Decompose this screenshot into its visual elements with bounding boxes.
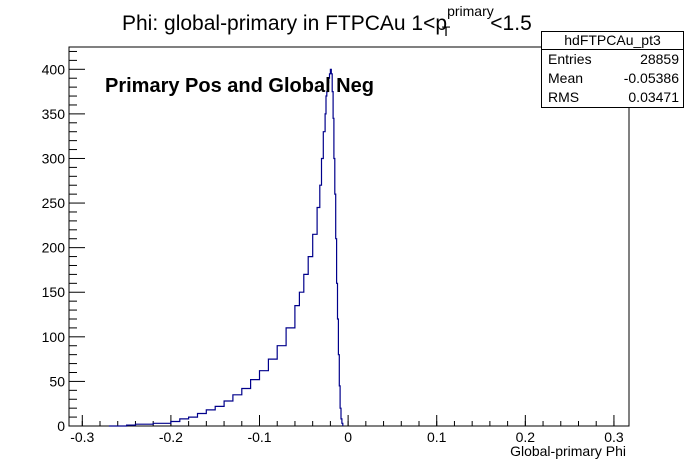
x-tick-label: -0.3 [70, 429, 94, 445]
stats-entries-value: 28859 [640, 51, 679, 67]
stats-box: hdFTPCAu_pt3 Entries 28859 Mean -0.05386… [541, 31, 684, 108]
x-tick-label: 0.1 [427, 429, 447, 445]
stats-rms-value: 0.03471 [628, 89, 679, 105]
axis-ticks [69, 50, 615, 427]
x-tick-label: 0.3 [604, 429, 624, 445]
x-tick-label: -0.2 [159, 429, 183, 445]
chart-title: Phi: global-primary in FTPCAu 1<pprimary… [122, 3, 532, 39]
title-subscript: T [441, 23, 451, 39]
y-tick-label: 200 [42, 240, 66, 256]
stats-rms-label: RMS [548, 89, 580, 105]
x-tick-label: -0.1 [247, 429, 271, 445]
title-tail: <1.5 [490, 12, 532, 35]
stats-row-entries: Entries 28859 [542, 50, 683, 69]
plot-frame [68, 46, 630, 427]
histogram-line [108, 68, 344, 427]
y-tick-label: 400 [42, 61, 66, 77]
stats-row-mean: Mean -0.05386 [542, 69, 683, 88]
stats-mean-value: -0.05386 [623, 70, 679, 86]
plot-annotation: Primary Pos and Global Neg [105, 75, 374, 97]
axis-tick-labels: -0.3 -0.2 -0.1 0 0.1 0.2 0.3 0 50 100 150 200 250 300… [42, 61, 624, 445]
y-tick-label: 350 [42, 106, 66, 122]
x-tick-label: 0 [344, 429, 352, 445]
stats-histogram-name: hdFTPCAu_pt3 [542, 32, 683, 50]
y-tick-label: 50 [49, 373, 65, 389]
histogram-series [108, 68, 344, 427]
x-tick-label: 0.2 [516, 429, 536, 445]
stats-mean-label: Mean [548, 70, 584, 86]
y-tick-label: 250 [42, 195, 66, 211]
y-tick-label: 0 [57, 418, 65, 434]
title-superscript: primary [447, 3, 494, 19]
x-axis-label: Global-primary Phi [510, 443, 626, 459]
y-tick-label: 150 [42, 284, 66, 300]
y-tick-label: 300 [42, 150, 66, 166]
stats-row-rms: RMS 0.03471 [542, 88, 683, 107]
y-tick-label: 100 [42, 329, 66, 345]
stats-entries-label: Entries [548, 51, 592, 67]
